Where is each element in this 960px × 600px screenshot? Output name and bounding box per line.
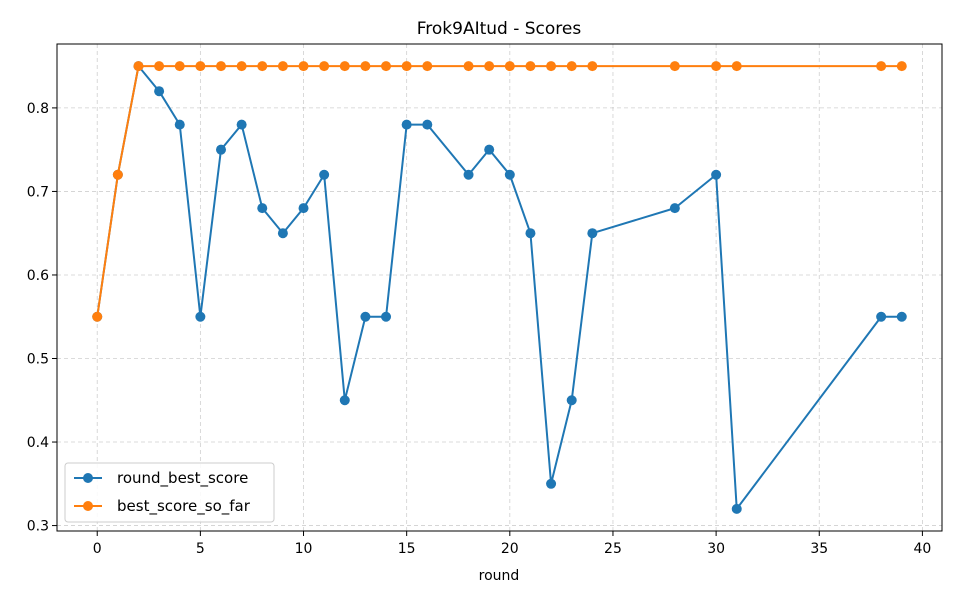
data-point [876, 61, 887, 72]
data-point [711, 61, 722, 72]
data-point [422, 61, 433, 72]
y-tick-label: 0.3 [27, 519, 49, 535]
x-tick-label: 35 [810, 541, 828, 557]
data-point [154, 61, 165, 72]
data-point [92, 311, 103, 322]
y-tick-label: 0.8 [27, 101, 49, 117]
x-tick-label: 10 [295, 541, 313, 557]
data-point [154, 86, 165, 97]
legend-item: best_score_so_far [74, 497, 251, 516]
data-point [731, 61, 742, 72]
data-point [504, 61, 515, 72]
data-point [360, 61, 371, 72]
data-point [587, 228, 598, 239]
grid-lines [57, 44, 942, 531]
x-axis: 0 5 10 15 20 25 30 35 40 [93, 531, 931, 557]
data-point [277, 228, 288, 239]
data-point [195, 311, 206, 322]
x-tick-label: 30 [707, 541, 725, 557]
y-tick-label: 0.5 [27, 352, 49, 368]
data-point [484, 61, 495, 72]
x-tick-label: 15 [398, 541, 416, 557]
data-point [319, 61, 330, 72]
x-axis-label: round [479, 568, 520, 584]
data-point [587, 61, 598, 72]
data-point [525, 228, 536, 239]
data-point [381, 61, 392, 72]
plot-frame [56, 43, 943, 532]
legend-label: round_best_score [117, 469, 248, 488]
data-point [381, 311, 392, 322]
legend-label: best_score_so_far [117, 497, 251, 516]
x-tick-label: 20 [501, 541, 519, 557]
y-tick-label: 0.6 [27, 268, 49, 284]
data-point [669, 61, 680, 72]
x-tick-label: 0 [93, 541, 102, 557]
data-point [711, 169, 722, 180]
data-point [463, 169, 474, 180]
legend-marker [83, 501, 93, 511]
data-point [319, 169, 330, 180]
data-point [112, 169, 123, 180]
data-point [236, 119, 247, 130]
data-point [669, 203, 680, 214]
legend-item: round_best_score [74, 469, 248, 488]
data-point [236, 61, 247, 72]
data-point [401, 61, 412, 72]
data-point [257, 203, 268, 214]
data-point [339, 61, 350, 72]
data-point [896, 61, 907, 72]
data-point [731, 503, 742, 514]
data-point [504, 169, 515, 180]
data-point [484, 144, 495, 155]
series-best_score_so_far [92, 61, 907, 322]
data-point [257, 61, 268, 72]
data-point [216, 61, 227, 72]
data-point [195, 61, 206, 72]
series-layer [92, 61, 907, 514]
legend: round_best_score best_score_so_far [64, 462, 275, 523]
data-point [174, 119, 185, 130]
data-point [277, 61, 288, 72]
data-point [896, 311, 907, 322]
data-point [566, 395, 577, 406]
data-point [422, 119, 433, 130]
y-tick-label: 0.4 [27, 435, 49, 451]
y-tick-label: 0.7 [27, 184, 49, 200]
data-point [339, 395, 350, 406]
legend-box [64, 462, 275, 523]
data-point [546, 61, 557, 72]
data-point [566, 61, 577, 72]
chart-title: Frok9AItud - Scores [417, 19, 582, 39]
data-point [401, 119, 412, 130]
x-tick-label: 25 [604, 541, 622, 557]
data-point [463, 61, 474, 72]
data-point [133, 61, 144, 72]
x-tick-label: 40 [913, 541, 931, 557]
y-axis: 0.3 0.4 0.5 0.6 0.7 0.8 [27, 101, 57, 535]
data-point [546, 478, 557, 489]
data-point [876, 311, 887, 322]
data-point [298, 203, 309, 214]
data-point [298, 61, 309, 72]
data-point [525, 61, 536, 72]
data-point [360, 311, 371, 322]
x-tick-label: 5 [196, 541, 205, 557]
legend-marker [83, 473, 93, 483]
data-point [174, 61, 185, 72]
data-point [216, 144, 227, 155]
